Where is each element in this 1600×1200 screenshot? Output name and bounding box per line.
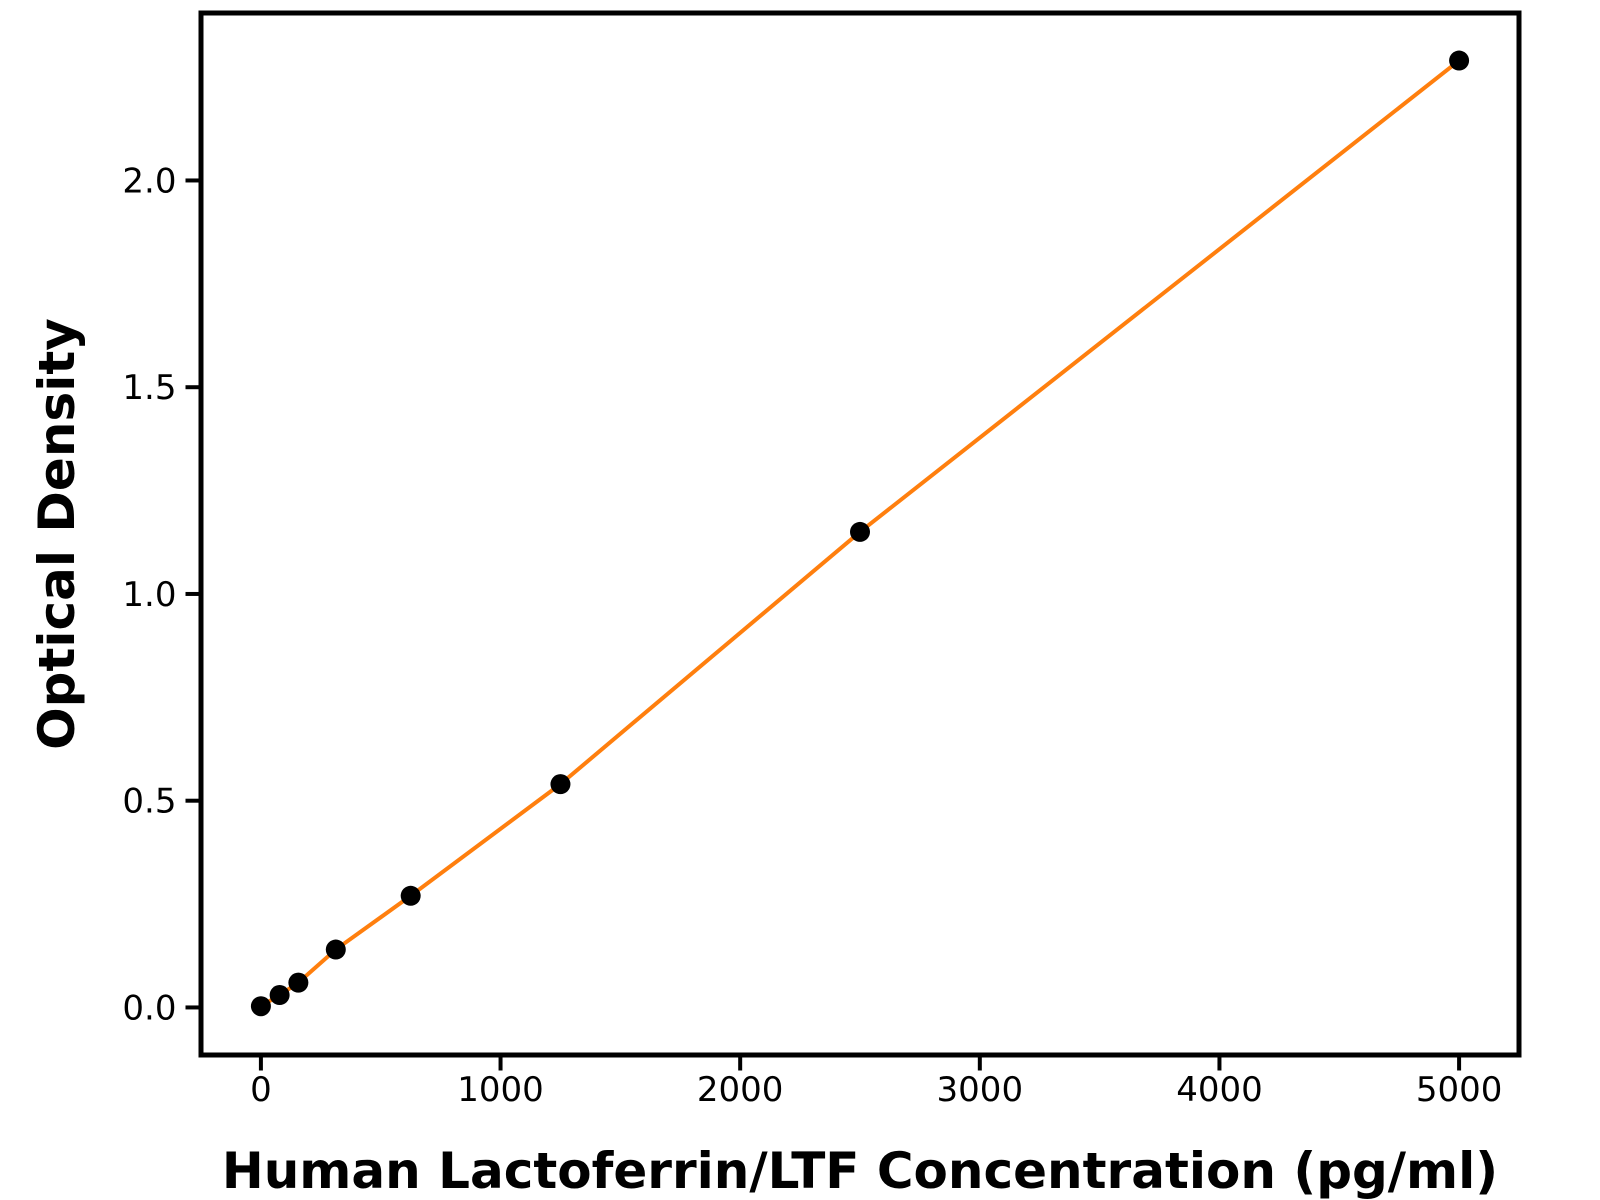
axes-spines <box>198 10 1522 1058</box>
y-tick-label: 0.5 <box>122 782 176 822</box>
data-point <box>250 996 271 1017</box>
x-tick-label: 4000 <box>1176 1070 1263 1110</box>
x-tick-label: 0 <box>250 1070 272 1110</box>
y-tick-label: 2.0 <box>122 161 176 201</box>
y-tick-label: 0.0 <box>122 988 176 1028</box>
plot-border <box>198 10 1522 1058</box>
x-tick-label: 5000 <box>1416 1070 1503 1110</box>
data-point <box>325 939 346 960</box>
x-tick-label: 2000 <box>697 1070 784 1110</box>
data-point <box>400 885 421 906</box>
data-point <box>850 521 870 542</box>
data-point <box>1449 50 1470 71</box>
y-axis-label: Optical Density <box>28 318 86 750</box>
x-axis-ticks: 0 1000 2000 3000 4000 5000 <box>250 1057 1503 1110</box>
y-tick-label: 1.5 <box>122 368 176 408</box>
x-tick-label: 3000 <box>937 1070 1024 1110</box>
data-point <box>269 985 290 1006</box>
y-tick-label: 1.0 <box>122 575 176 615</box>
data-point <box>550 774 571 795</box>
y-axis-ticks: 0.0 0.5 1.0 1.5 2.0 <box>122 161 199 1028</box>
data-point <box>288 972 309 993</box>
data-point-markers <box>250 50 1470 1017</box>
x-axis-label: Human Lactoferrin/LTF Concentration (pg/… <box>222 1142 1498 1200</box>
x-tick-label: 1000 <box>457 1070 544 1110</box>
